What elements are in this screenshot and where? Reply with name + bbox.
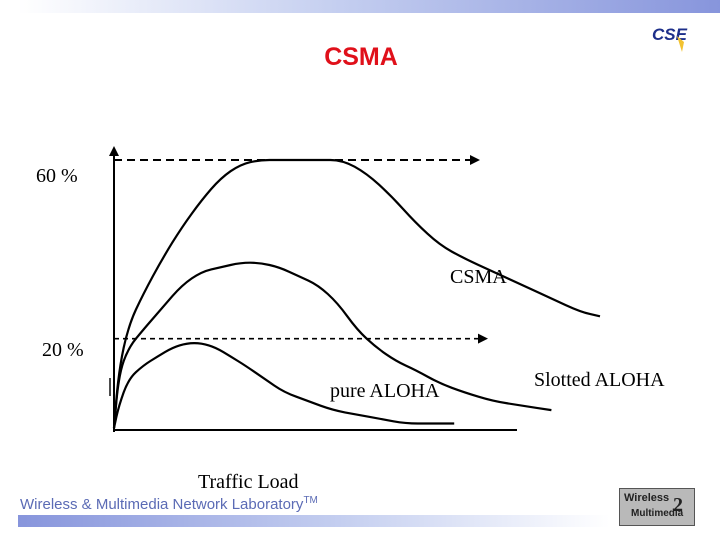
curves: [112, 158, 601, 429]
slide-title: CSMA: [0, 43, 720, 72]
series-label-csma: CSMA: [450, 266, 507, 288]
footer-trademark: TM: [303, 495, 318, 506]
reference-lines: [114, 155, 488, 344]
footer-lab-name: Wireless & Multimedia Network Laboratory…: [20, 495, 318, 513]
cse-logo-flame-icon: [677, 36, 684, 52]
y-tick-label-20: 20 %: [42, 339, 84, 361]
lab-logo-text-wireless: Wireless: [624, 492, 670, 504]
slide-title-text: CSMA: [324, 43, 398, 71]
series-label-slotted-aloha: Slotted ALOHA: [534, 369, 665, 391]
y-axis-arrow-icon: [109, 146, 119, 156]
lab-logo-digit: 2: [673, 494, 683, 516]
bottom-accent-bar: [18, 515, 610, 527]
lab-logo-text-multimedia: Multimedia: [631, 508, 684, 519]
series-line-slotted-aloha: [112, 261, 552, 429]
lab-logo: Wireless Multimedia 2: [619, 488, 695, 526]
lab-logo-frame: [619, 488, 695, 526]
y-tick-label-60: 60 %: [36, 165, 78, 187]
series-label-pure-aloha: pure ALOHA: [330, 380, 440, 402]
series-line-pure-aloha: [112, 342, 455, 429]
x-axis-label: Traffic Load: [198, 471, 299, 493]
reference-line-arrow-icon: [470, 155, 480, 165]
cse-logo: CSE: [652, 25, 688, 52]
footer-lab-name-text: Wireless & Multimedia Network Laboratory: [20, 496, 304, 513]
reference-line-arrow-icon: [478, 333, 488, 344]
axes: [109, 146, 517, 432]
series-line-csma: [112, 158, 601, 429]
top-accent-bar: [18, 0, 720, 13]
